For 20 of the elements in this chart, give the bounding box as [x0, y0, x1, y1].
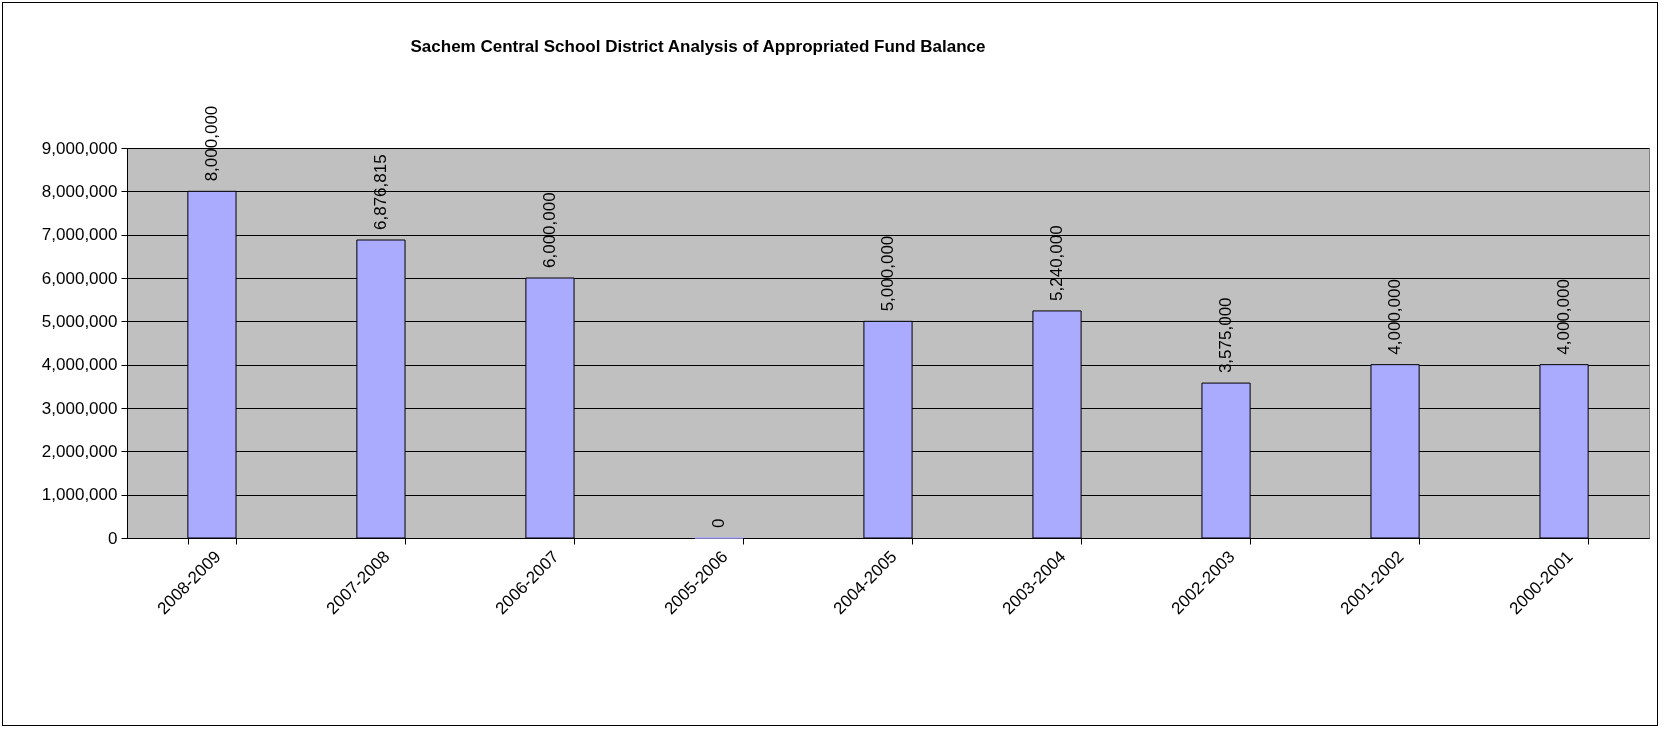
data-label: 6,876,815	[370, 154, 390, 230]
y-tick-label: 6,000,000	[41, 268, 118, 288]
data-label: 8,000,000	[201, 105, 221, 182]
y-tick-label: 9,000,000	[41, 138, 118, 158]
y-tick-label: 8,000,000	[41, 181, 118, 201]
data-label: 4,000,000	[1385, 279, 1405, 355]
data-label: 5,240,000	[1047, 225, 1067, 301]
y-tick-label: 2,000,000	[41, 441, 118, 461]
data-label: 6,000,000	[539, 192, 559, 268]
y-tick-label: 4,000,000	[41, 355, 118, 375]
data-label: 0	[708, 518, 728, 528]
data-label: 4,000,000	[1554, 279, 1574, 355]
data-label: 3,575,000	[1216, 297, 1236, 374]
y-tick-label: 7,000,000	[41, 225, 118, 245]
y-tick-label: 3,000,000	[41, 398, 118, 418]
y-tick-label: 5,000,000	[41, 311, 118, 331]
chart-title: Sachem Central School District Analysis of Appropriated Fund Balance	[410, 36, 986, 56]
data-label: 5,000,000	[878, 235, 897, 312]
y-tick-label: 1,000,000	[41, 485, 118, 505]
y-tick-label: 0	[108, 528, 118, 548]
